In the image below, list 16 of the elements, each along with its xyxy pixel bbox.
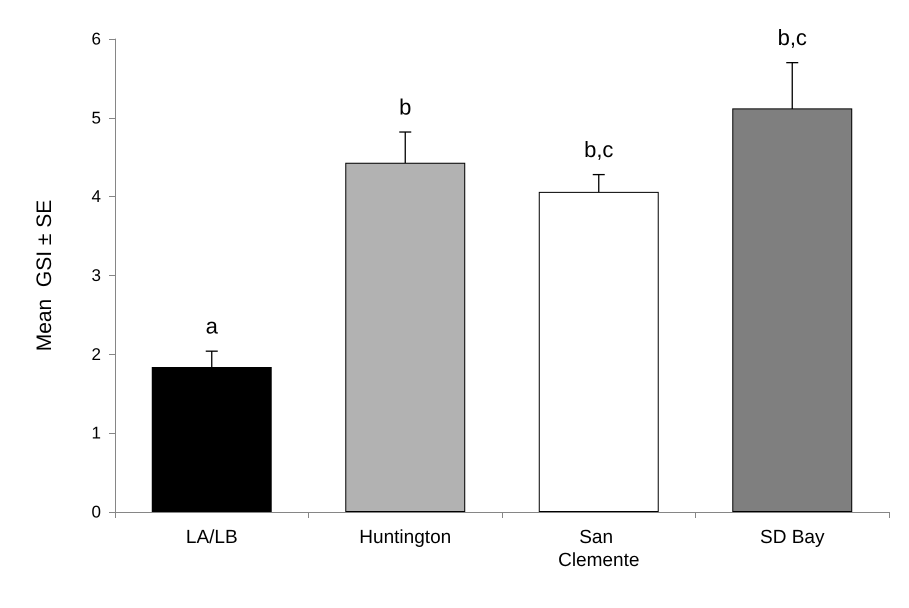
x-tick-label: San Clemente xyxy=(558,527,640,571)
annotation: a xyxy=(206,314,219,339)
y-tick-label: 3 xyxy=(92,266,101,285)
y-tick-label: 0 xyxy=(92,502,101,522)
y-tick-label: 6 xyxy=(92,30,101,48)
x-tick-label: Huntington xyxy=(359,527,452,548)
x-tick-label: LA/LB xyxy=(186,527,238,548)
annotation: b,c xyxy=(778,25,807,50)
y-tick-label: 5 xyxy=(92,108,101,128)
x-tick-label: SD Bay xyxy=(760,527,825,548)
annotation: b,c xyxy=(584,137,614,162)
y-tick-label: 4 xyxy=(92,187,101,206)
y-tick-label: 2 xyxy=(92,344,101,364)
y-tick-label: 1 xyxy=(92,424,101,443)
y-axis-title: Mean GSI ± SE xyxy=(33,200,56,352)
annotation: b xyxy=(399,94,412,120)
